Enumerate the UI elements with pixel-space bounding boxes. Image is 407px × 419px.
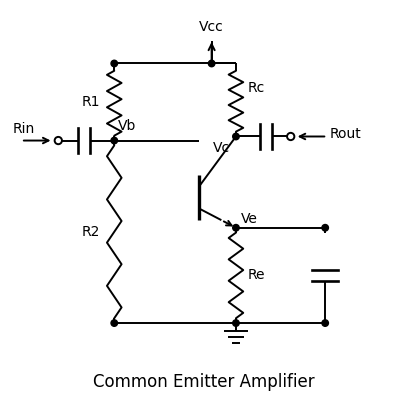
Circle shape — [233, 320, 239, 326]
Text: Rin: Rin — [13, 122, 35, 137]
Text: Vb: Vb — [118, 119, 136, 133]
Text: R1: R1 — [81, 95, 100, 109]
Circle shape — [233, 133, 239, 140]
Text: Vcc: Vcc — [199, 20, 224, 34]
Text: Re: Re — [248, 269, 266, 282]
Circle shape — [111, 320, 118, 326]
Circle shape — [233, 225, 239, 231]
Circle shape — [287, 133, 294, 140]
Circle shape — [55, 137, 62, 144]
Text: R2: R2 — [82, 225, 100, 239]
Circle shape — [208, 60, 215, 67]
Text: Vc: Vc — [213, 141, 230, 155]
Circle shape — [111, 60, 118, 67]
Text: Rc: Rc — [248, 81, 265, 95]
Text: Ve: Ve — [241, 212, 258, 226]
Text: Common Emitter Amplifier: Common Emitter Amplifier — [93, 373, 314, 391]
Text: Rout: Rout — [329, 127, 361, 142]
Circle shape — [322, 320, 328, 326]
Circle shape — [322, 225, 328, 231]
Circle shape — [111, 137, 118, 144]
